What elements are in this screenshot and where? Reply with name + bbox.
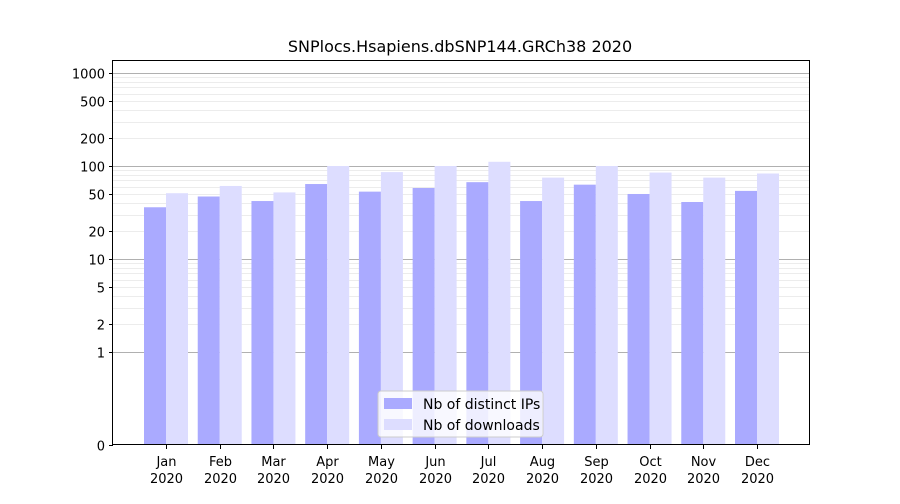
bar-distinct-ips: [573, 184, 596, 446]
x-tick-label-year: 2020: [634, 472, 667, 487]
x-tick-label-year: 2020: [365, 472, 398, 487]
x-tick-label-year: 2020: [257, 472, 290, 487]
legend-label-distinct-ips: Nb of distinct IPs: [423, 397, 540, 413]
bar-distinct-ips: [681, 202, 704, 445]
y-tick-label: 200: [80, 133, 105, 148]
legend-label-downloads: Nb of downloads: [423, 418, 540, 434]
bar-downloads: [542, 177, 565, 445]
bar-downloads: [434, 166, 457, 445]
legend-swatch-distinct-ips: [384, 398, 412, 409]
bar-layer: [144, 161, 779, 446]
y-tick-label: 1000: [72, 68, 105, 83]
bar-downloads: [757, 173, 779, 445]
x-tick-label-year: 2020: [311, 472, 344, 487]
x-tick-label-month: Jul: [480, 455, 497, 470]
x-tick-label-year: 2020: [687, 472, 720, 487]
x-tick-label-month: Oct: [639, 455, 661, 470]
bar-downloads: [488, 161, 511, 445]
y-tick-label: 50: [88, 189, 105, 204]
bar-distinct-ips: [520, 201, 543, 445]
legend: Nb of distinct IPs Nb of downloads: [377, 390, 544, 438]
x-axis: Jan 2020 Feb 2020 Mar 2020 Apr 2020 May 2020 Jun 20…: [150, 445, 774, 487]
x-tick-label-month: May: [368, 455, 395, 470]
y-tick-label: 500: [80, 96, 105, 111]
bar-downloads: [380, 172, 403, 445]
x-tick-label-year: 2020: [526, 472, 559, 487]
bar-downloads: [595, 166, 618, 445]
bar-distinct-ips: [251, 201, 274, 445]
legend-box: [377, 390, 544, 438]
bar-downloads: [327, 166, 350, 445]
x-tick-label-month: Dec: [745, 455, 770, 470]
bar-distinct-ips: [627, 193, 650, 445]
y-axis: 0 1 2 5 10 20 50 100 200 500 1000: [72, 68, 113, 455]
y-tick-label: 0: [97, 440, 105, 455]
x-tick-label-year: 2020: [419, 472, 452, 487]
x-tick-label-year: 2020: [204, 472, 237, 487]
bar-downloads: [219, 185, 242, 445]
x-tick-label-month: Feb: [209, 455, 232, 470]
chart-title: SNPlocs.Hsapiens.dbSNP144.GRCh38 2020: [288, 37, 632, 56]
bar-distinct-ips: [144, 207, 166, 445]
legend-swatch-downloads: [384, 419, 412, 430]
x-tick-label-month: Aug: [530, 455, 555, 470]
y-tick-label: 20: [88, 226, 105, 241]
x-tick-label-month: Mar: [261, 455, 286, 470]
bar-downloads: [166, 193, 188, 445]
bar-distinct-ips: [466, 182, 489, 445]
bar-distinct-ips: [305, 184, 328, 445]
bar-distinct-ips: [735, 190, 757, 445]
x-tick-label-year: 2020: [741, 472, 774, 487]
x-tick-label-year: 2020: [472, 472, 505, 487]
bar-distinct-ips: [358, 191, 381, 445]
y-tick-label: 2: [97, 319, 105, 334]
bar-downloads: [703, 177, 726, 445]
x-tick-label-year: 2020: [580, 472, 613, 487]
bar-distinct-ips: [197, 196, 220, 445]
x-tick-label-month: Apr: [316, 455, 339, 470]
x-tick-label-month: Sep: [584, 455, 609, 470]
y-tick-label: 100: [80, 161, 105, 176]
bar-downloads: [273, 192, 296, 445]
x-tick-label-month: Nov: [691, 455, 717, 470]
y-tick-label: 5: [97, 282, 105, 297]
bar-downloads: [649, 172, 672, 446]
x-tick-label-month: Jan: [155, 455, 176, 470]
y-tick-label: 1: [97, 347, 105, 362]
x-tick-label-month: Jun: [424, 455, 445, 470]
bar-distinct-ips: [412, 188, 435, 445]
x-tick-label-year: 2020: [150, 472, 183, 487]
plot-frame: [112, 60, 810, 445]
y-tick-label: 10: [88, 254, 105, 269]
